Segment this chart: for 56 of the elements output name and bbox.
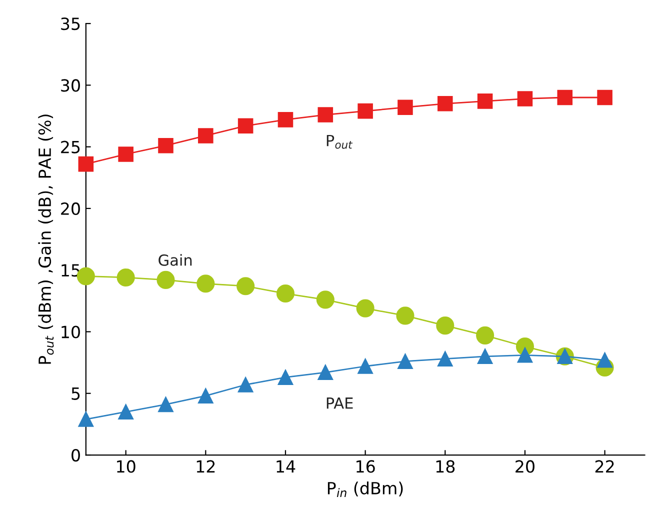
y-tick-label: 0 — [72, 448, 80, 462]
point — [238, 377, 254, 392]
y-tick-label: 35 — [61, 17, 80, 30]
point — [597, 352, 612, 368]
point — [398, 354, 413, 369]
point — [158, 138, 174, 154]
x-axis-title: P$_{in}$ (dBm) — [328, 482, 403, 497]
point — [276, 284, 295, 303]
y-tick-label: 10 — [62, 326, 80, 338]
x-tick-label: 14 — [276, 460, 296, 473]
point — [436, 316, 454, 335]
series-label: P$_{out}$ — [326, 134, 353, 149]
y-tick-label: 20 — [61, 202, 80, 216]
point — [517, 348, 533, 363]
point — [118, 404, 134, 420]
x-tick-label: 20 — [516, 460, 534, 473]
y-tick-label: 25 — [61, 140, 80, 154]
y-axis-title: P$_{out}$ (dBm) ,Gain (dB), PAE (%) — [38, 114, 54, 364]
point — [398, 100, 413, 116]
x-tick-label: 18 — [436, 460, 455, 473]
point — [118, 146, 134, 162]
point — [278, 112, 294, 128]
x-tick-label: 16 — [356, 460, 375, 473]
point — [78, 412, 94, 427]
point — [358, 103, 373, 119]
point — [597, 90, 612, 106]
point — [517, 91, 533, 106]
point — [78, 156, 94, 172]
point — [438, 96, 453, 112]
point — [396, 306, 414, 325]
x-tick-label: 12 — [196, 460, 215, 473]
y-tick-label: 30 — [61, 79, 80, 92]
series-label: Gain — [158, 254, 192, 266]
x-tick-label: 10 — [117, 460, 136, 473]
point — [156, 270, 175, 289]
point — [196, 274, 215, 293]
x-tick-label: 22 — [595, 460, 614, 473]
point — [557, 90, 573, 106]
point — [477, 348, 493, 364]
point — [158, 396, 174, 412]
point — [438, 351, 453, 366]
point — [476, 326, 494, 344]
point — [198, 128, 214, 144]
y-tick-label: 5 — [72, 388, 80, 400]
point — [316, 290, 334, 309]
point — [236, 277, 255, 296]
point — [358, 358, 373, 374]
point — [238, 118, 254, 134]
point — [477, 94, 493, 109]
point — [278, 370, 294, 385]
point — [318, 107, 334, 122]
series-label: PAE — [326, 398, 353, 409]
point — [198, 388, 214, 404]
point — [116, 268, 135, 287]
point — [318, 364, 334, 380]
point — [356, 299, 374, 318]
